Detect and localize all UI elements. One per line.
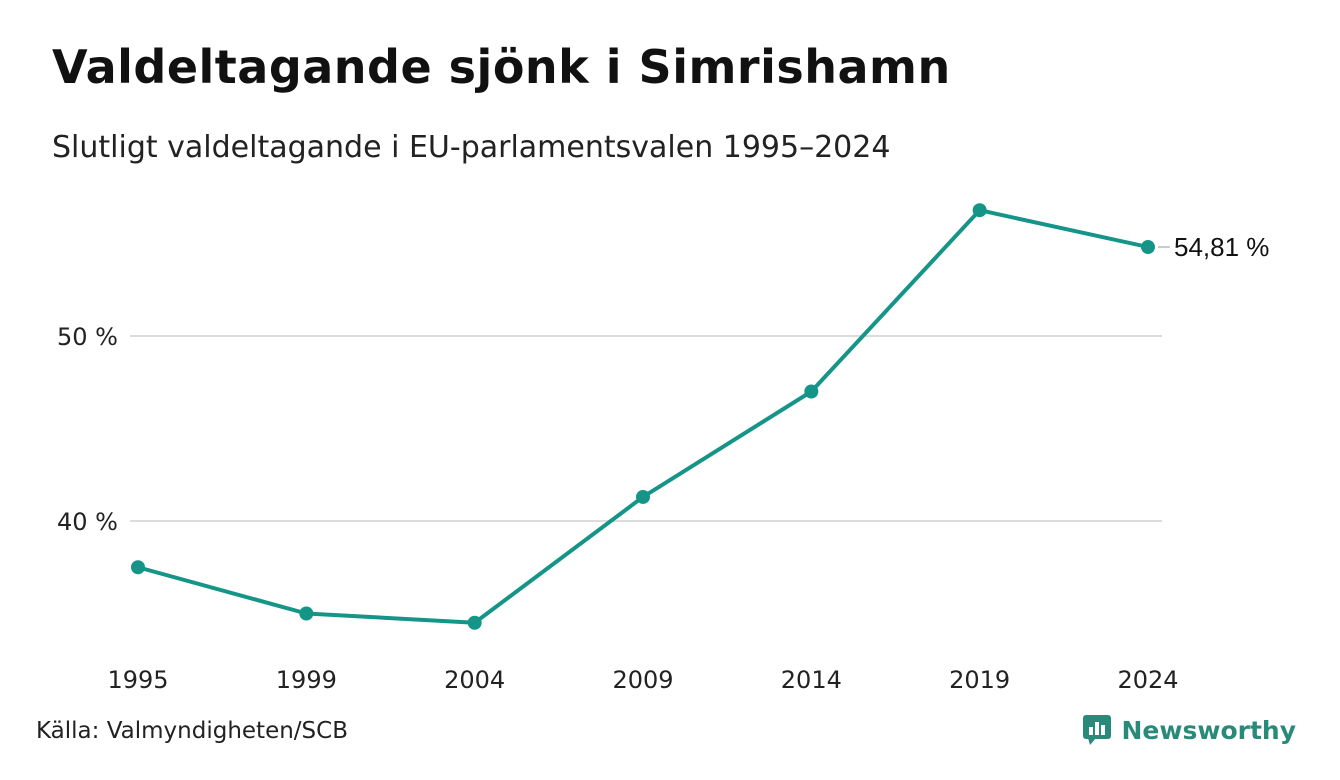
y-tick-label: 40 % (57, 508, 118, 536)
series-line (136, 208, 1150, 625)
x-tick-label: 1995 (107, 666, 168, 694)
x-tick-label: 2009 (612, 666, 673, 694)
data-point (131, 560, 145, 575)
data-point (299, 606, 314, 621)
data-point (636, 489, 650, 504)
x-tick-label: 2024 (1117, 666, 1178, 694)
chart-title: Valdeltagande sjönk i Simrishamn (52, 40, 951, 94)
data-point (467, 615, 482, 630)
y-tick-label: 50 % (57, 323, 118, 351)
x-tick-label: 2019 (949, 666, 1010, 694)
brand-name: Newsworthy (1121, 715, 1297, 745)
data-point (972, 203, 987, 218)
newsworthy-logo-icon (1082, 715, 1111, 745)
data-point (804, 384, 819, 399)
x-tick-label: 2004 (444, 666, 505, 694)
x-tick-label: 1999 (276, 666, 337, 694)
x-tick-label: 2014 (781, 666, 842, 694)
chart-subtitle: Slutligt valdeltagande i EU-parlamentsva… (52, 130, 891, 165)
source-note: Källa: Valmyndigheten/SCB (36, 718, 348, 744)
end-value-label: 54,81 % (1174, 232, 1269, 262)
brand-logo: Newsworthy (1082, 714, 1297, 746)
data-point (1141, 240, 1155, 255)
